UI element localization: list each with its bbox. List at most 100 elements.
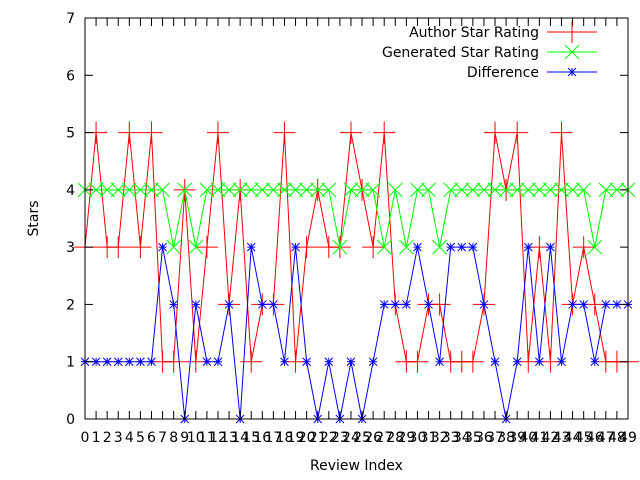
y-tick-label: 4 (66, 183, 75, 199)
data-point-difference (523, 242, 533, 252)
marker-stroke (299, 182, 314, 198)
data-point-author-star-rating (550, 121, 573, 144)
x-tick-label: 45 (575, 430, 593, 446)
data-point-generated-star-rating (565, 182, 580, 198)
data-point-generated-star-rating (133, 182, 148, 198)
marker-stroke (169, 300, 179, 309)
marker-stroke (302, 357, 311, 367)
legend-label: Difference (467, 65, 539, 81)
data-point-author-star-rating (484, 121, 507, 144)
marker-stroke (410, 182, 425, 198)
x-tick-label: 25 (353, 430, 371, 446)
data-point-generated-star-rating (332, 239, 348, 255)
marker-stroke (498, 182, 514, 198)
x-tick-label: 28 (386, 430, 404, 446)
data-point-generated-star-rating (299, 182, 314, 198)
data-point-difference (490, 357, 500, 367)
marker-stroke (158, 242, 167, 252)
marker-stroke (269, 300, 278, 309)
data-point-generated-star-rating (576, 182, 592, 198)
data-point-difference (457, 242, 467, 252)
legend-entry-generated-star-rating: Generated Star Rating (382, 44, 597, 61)
data-point-difference (202, 357, 212, 367)
marker-stroke (379, 300, 389, 309)
data-point-generated-star-rating (376, 239, 392, 255)
marker-stroke (601, 300, 611, 309)
marker-stroke (246, 242, 256, 252)
marker-stroke (199, 182, 215, 198)
marker-stroke (424, 300, 433, 309)
data-point-difference (191, 300, 201, 309)
data-point-generated-star-rating (155, 182, 170, 198)
x-tick-label: 41 (530, 430, 548, 446)
legend-entry-difference: Difference (467, 65, 597, 81)
x-tick-label: 43 (553, 430, 571, 446)
x-tick-label: 1 (92, 430, 101, 446)
x-tick-label: 24 (342, 430, 360, 446)
marker-stroke (512, 357, 522, 367)
x-tick-label: 23 (331, 430, 349, 446)
data-point-generated-star-rating (254, 182, 270, 198)
data-point-difference (390, 300, 400, 309)
x-tick-label: 37 (486, 430, 504, 446)
marker-stroke (155, 182, 170, 198)
marker-stroke (254, 182, 270, 198)
plot-area-frame (84, 17, 629, 420)
marker-stroke (124, 357, 134, 367)
x-tick-label: 26 (364, 430, 382, 446)
marker-stroke (390, 300, 400, 309)
data-point-generated-star-rating (343, 182, 359, 198)
marker-stroke (413, 242, 422, 252)
x-tick-label: 34 (453, 430, 471, 446)
x-tick-label: 2 (103, 430, 112, 446)
series-layer (74, 121, 639, 424)
marker-stroke (465, 182, 481, 198)
x-tick-label: 10 (187, 430, 205, 446)
data-point-difference (346, 357, 356, 367)
marker-stroke (612, 300, 622, 309)
data-point-difference (435, 357, 444, 367)
data-point-generated-star-rating (354, 182, 370, 198)
marker-stroke (91, 357, 101, 367)
data-point-difference (224, 300, 234, 309)
data-point-generated-star-rating (199, 182, 215, 198)
marker-stroke (520, 182, 536, 198)
data-point-generated-star-rating (144, 182, 159, 198)
data-point-difference (368, 357, 378, 367)
marker-stroke (490, 357, 500, 367)
data-point-generated-star-rating (609, 182, 625, 198)
marker-stroke (144, 182, 159, 198)
marker-stroke (280, 357, 289, 367)
x-tick-label: 32 (431, 430, 449, 446)
data-point-difference (512, 357, 522, 367)
data-point-difference (246, 242, 256, 252)
marker-stroke (576, 182, 592, 198)
marker-stroke (435, 357, 444, 367)
data-point-generated-star-rating (465, 182, 481, 198)
legend-label: Generated Star Rating (382, 45, 539, 61)
data-point-difference (324, 357, 334, 367)
data-point-author-star-rating (206, 121, 229, 144)
x-tick-label: 39 (508, 430, 526, 446)
marker-stroke (191, 300, 201, 309)
marker-stroke (590, 357, 600, 367)
data-point-generated-star-rating (598, 182, 614, 198)
data-point-difference (136, 357, 145, 367)
marker-stroke (446, 242, 456, 252)
data-point-generated-star-rating (387, 182, 403, 198)
x-tick-label: 22 (320, 430, 338, 446)
marker-stroke (332, 239, 348, 255)
data-point-generated-star-rating (554, 182, 569, 198)
marker-stroke (221, 182, 237, 198)
data-point-author-star-rating (107, 236, 130, 259)
data-point-generated-star-rating (310, 182, 326, 198)
x-tick-label: 36 (475, 430, 493, 446)
marker-stroke (598, 182, 614, 198)
data-point-author-star-rating (140, 121, 163, 144)
marker-stroke (188, 239, 204, 255)
data-point-generated-star-rating (476, 182, 492, 198)
legend-marker (564, 44, 580, 60)
marker-stroke (232, 182, 248, 198)
marker-stroke (567, 67, 577, 77)
x-tick-label: 11 (198, 430, 216, 446)
